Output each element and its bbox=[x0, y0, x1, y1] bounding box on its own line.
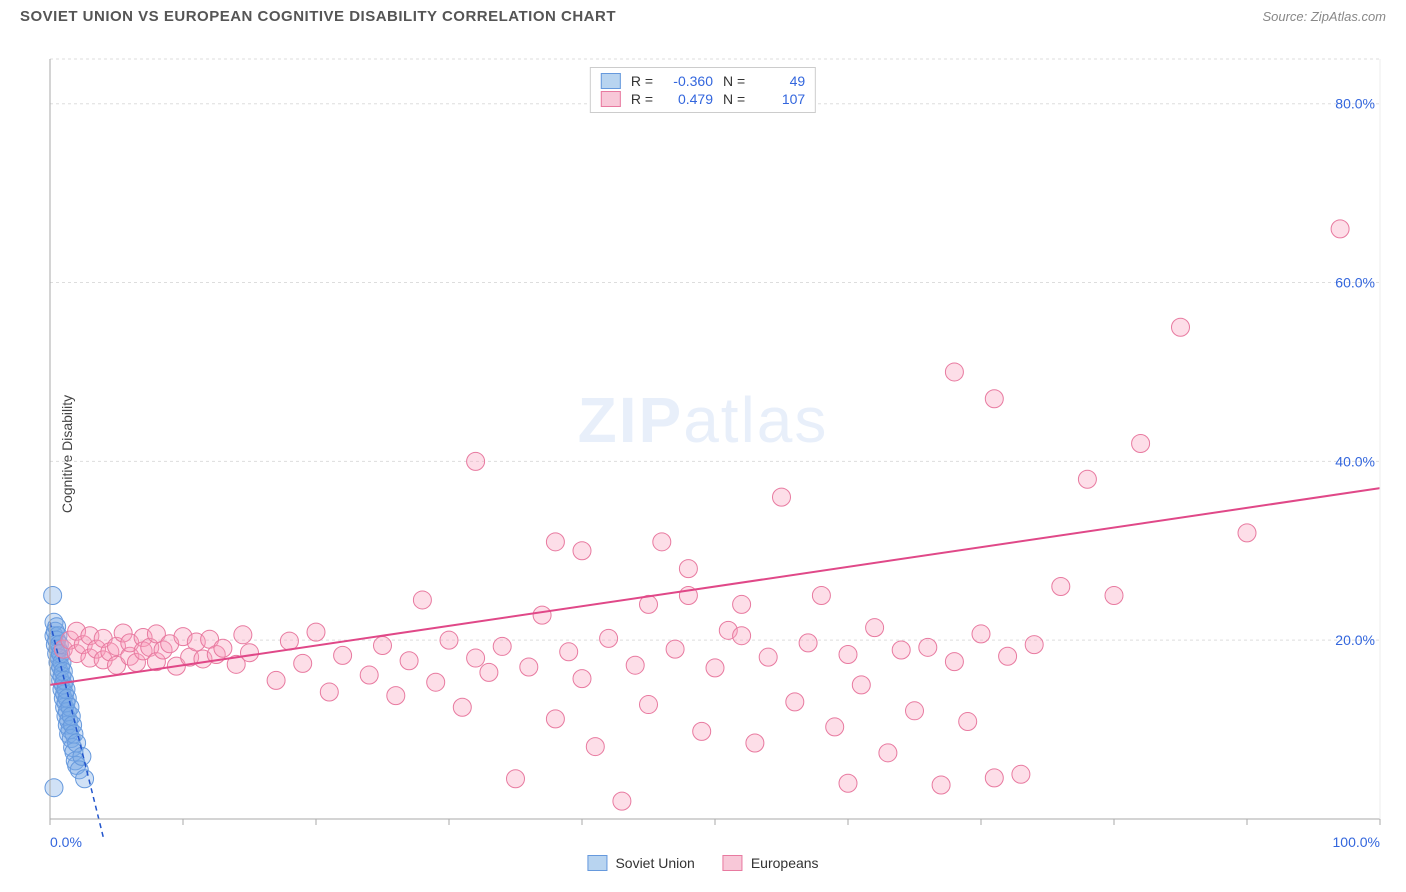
title-bar: SOVIET UNION VS EUROPEAN COGNITIVE DISAB… bbox=[0, 0, 1406, 29]
svg-text:40.0%: 40.0% bbox=[1335, 453, 1375, 469]
swatch-soviet bbox=[601, 73, 621, 89]
scatter-plot: 20.0% 40.0% 60.0% 80.0% 0.0% 100.0% bbox=[0, 29, 1406, 879]
r-value-european: 0.479 bbox=[663, 91, 713, 107]
svg-text:80.0%: 80.0% bbox=[1335, 96, 1375, 112]
stats-legend: R = -0.360 N = 49 R = 0.479 N = 107 bbox=[590, 67, 816, 113]
svg-text:20.0%: 20.0% bbox=[1335, 632, 1375, 648]
legend-swatch-soviet bbox=[587, 855, 607, 871]
stats-row-soviet: R = -0.360 N = 49 bbox=[601, 72, 805, 90]
svg-text:100.0%: 100.0% bbox=[1333, 834, 1380, 850]
legend-label-european: Europeans bbox=[751, 855, 819, 871]
r-value-soviet: -0.360 bbox=[663, 73, 713, 89]
n-value-european: 107 bbox=[755, 91, 805, 107]
stats-row-european: R = 0.479 N = 107 bbox=[601, 90, 805, 108]
swatch-european bbox=[601, 91, 621, 107]
chart-container: Cognitive Disability ZIPatlas 20.0%40.0%… bbox=[0, 29, 1406, 879]
bottom-legend: Soviet Union Europeans bbox=[587, 855, 818, 871]
source-attribution: Source: ZipAtlas.com bbox=[1262, 9, 1386, 24]
n-value-soviet: 49 bbox=[755, 73, 805, 89]
svg-text:0.0%: 0.0% bbox=[50, 834, 82, 850]
legend-item-european: Europeans bbox=[723, 855, 819, 871]
legend-item-soviet: Soviet Union bbox=[587, 855, 694, 871]
chart-title: SOVIET UNION VS EUROPEAN COGNITIVE DISAB… bbox=[20, 8, 616, 25]
svg-text:60.0%: 60.0% bbox=[1335, 275, 1375, 291]
legend-swatch-european bbox=[723, 855, 743, 871]
legend-label-soviet: Soviet Union bbox=[615, 855, 694, 871]
